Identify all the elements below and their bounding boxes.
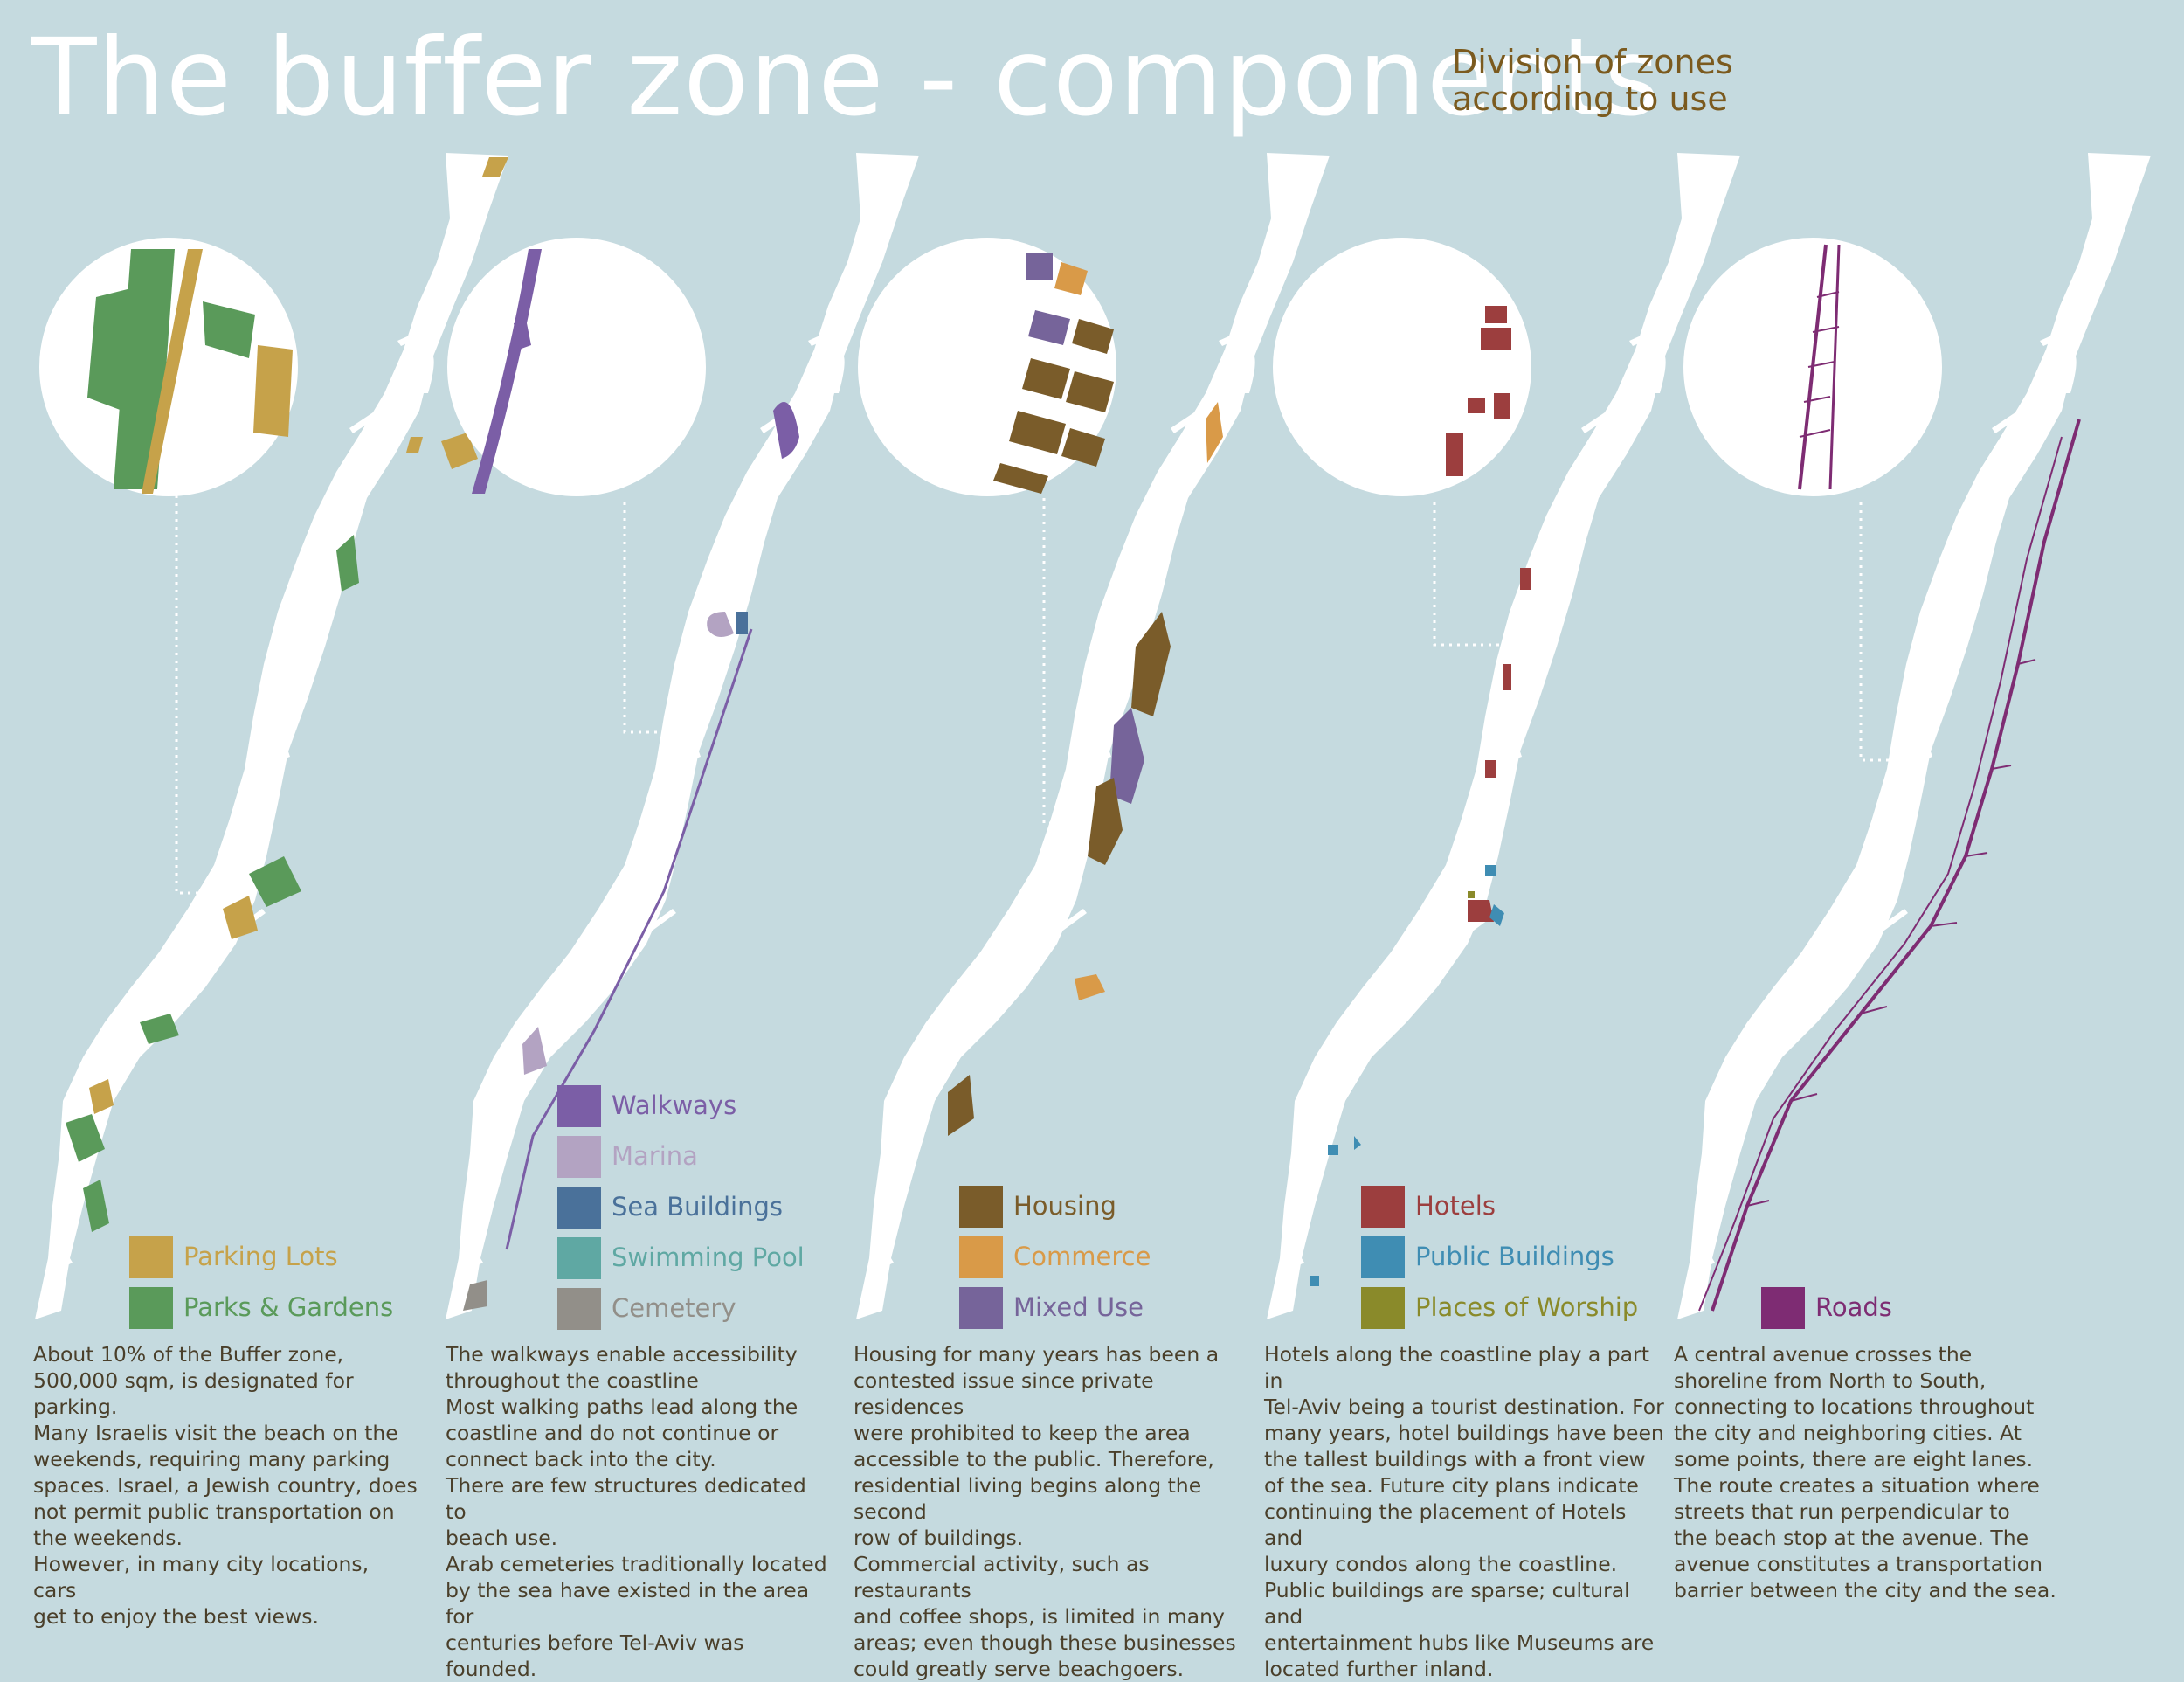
- description-line: coastline and do not continue or: [446, 1421, 779, 1445]
- description-line: Public buildings are sparse; cultural an…: [1264, 1578, 1630, 1629]
- public-buildings-swatch: [1361, 1236, 1405, 1278]
- description-panel-4: Hotels along the coastline play a part i…: [1264, 1341, 1666, 1682]
- subtitle-line-1: Division of zones: [1452, 43, 1733, 81]
- legend-label: Hotels: [1415, 1191, 1496, 1221]
- description-line: of the sea. Future city plans indicate: [1264, 1473, 1639, 1498]
- description-line: Hotels along the coastline play a part i…: [1264, 1342, 1649, 1393]
- description-line: spaces. Israel, a Jewish country, does: [33, 1473, 418, 1498]
- description-line: some points, there are eight lanes.: [1674, 1447, 2034, 1471]
- walkways-swatch: [557, 1085, 601, 1127]
- description-panel-3: Housing for many years has been a contes…: [854, 1341, 1255, 1682]
- description-line: Most walking paths lead along the: [446, 1395, 798, 1419]
- description-line: A central avenue crosses the: [1674, 1342, 1973, 1367]
- description-line: throughout the coastline: [446, 1368, 699, 1393]
- legend-label: Swimming Pool: [612, 1242, 805, 1272]
- description-line: contested issue since private residences: [854, 1368, 1154, 1419]
- sea-buildings-swatch: [557, 1187, 601, 1229]
- zoom-circle: [1273, 238, 1531, 496]
- map-panel-hotels: [1267, 153, 1740, 1319]
- description-line: the city and neighboring cities. At: [1674, 1421, 2022, 1445]
- parks-gardens-swatch: [129, 1287, 173, 1329]
- legend-label: Cemetery: [612, 1293, 736, 1323]
- description-line: connecting to locations throughout: [1674, 1395, 2035, 1419]
- description-line: not permit public transportation on: [33, 1499, 395, 1524]
- description-panel-2: The walkways enable accessibility throug…: [446, 1341, 830, 1682]
- roads-swatch: [1761, 1287, 1805, 1329]
- description-line: and coffee shops, is limited in many: [854, 1604, 1225, 1629]
- legend-label: Housing: [1013, 1191, 1116, 1221]
- legend-label: Marina: [612, 1141, 698, 1171]
- legend-label: Commerce: [1013, 1242, 1151, 1271]
- description-line: avenue constitutes a transportation: [1674, 1552, 2043, 1576]
- places-of-worship-swatch: [1361, 1287, 1405, 1329]
- description-line: the beach stop at the avenue. The: [1674, 1526, 2029, 1550]
- description-line: luxury condos along the coastline.: [1264, 1552, 1618, 1576]
- legend-label: Public Buildings: [1415, 1242, 1614, 1271]
- map-panel-housing: [856, 153, 1330, 1319]
- mixed-use-swatch: [959, 1287, 1003, 1329]
- legend-label: Places of Worship: [1415, 1292, 1639, 1322]
- page-subtitle: Division of zones according to use: [1452, 44, 1733, 117]
- description-panel-5: A central avenue crosses the shoreline f…: [1674, 1341, 2076, 1603]
- description-line: areas; even though these businesses: [854, 1630, 1236, 1655]
- description-line: Tel-Aviv being a tourist destination. Fo…: [1264, 1395, 1664, 1419]
- legend-label: Walkways: [612, 1090, 737, 1120]
- description-line: centuries before Tel-Aviv was founded.: [446, 1630, 744, 1681]
- description-line: Arab cemeteries traditionally located: [446, 1552, 827, 1576]
- description-line: by the sea have existed in the area for: [446, 1578, 810, 1629]
- description-line: connect back into the city.: [446, 1447, 716, 1471]
- description-line: weekends, requiring many parking: [33, 1447, 390, 1471]
- description-line: located further inland.: [1264, 1657, 1494, 1681]
- description-line: accessible to the public. Therefore,: [854, 1447, 1214, 1471]
- description-line: get to enjoy the best views.: [33, 1604, 319, 1629]
- description-line: Commercial activity, such as restaurants: [854, 1552, 1150, 1602]
- description-line: Housing for many years has been a: [854, 1342, 1220, 1367]
- swimming-pool-swatch: [557, 1237, 601, 1279]
- description-line: streets that run perpendicular to: [1674, 1499, 2010, 1524]
- description-line: were prohibited to keep the area: [854, 1421, 1191, 1445]
- description-line: the weekends.: [33, 1526, 183, 1550]
- zoom-circle: [447, 238, 706, 496]
- hotels-swatch: [1361, 1186, 1405, 1228]
- map-panel-walkways: [446, 153, 919, 1319]
- legend-label: Parks & Gardens: [183, 1292, 394, 1322]
- page-title: The buffer zone - components: [31, 16, 1661, 140]
- legend-label: Sea Buildings: [612, 1192, 783, 1222]
- legend-label: Mixed Use: [1013, 1292, 1144, 1322]
- parking-lots-swatch: [129, 1236, 173, 1278]
- legend-label: Parking Lots: [183, 1242, 338, 1271]
- description-line: shoreline from North to South,: [1674, 1368, 1987, 1393]
- description-line: However, in many city locations, cars: [33, 1552, 370, 1602]
- description-line: parking.: [33, 1395, 118, 1419]
- description-line: many years, hotel buildings have been: [1264, 1421, 1664, 1445]
- coastline-maps: [35, 153, 2151, 1319]
- cemetery-swatch: [557, 1288, 601, 1330]
- description-line: The route creates a situation where: [1674, 1473, 2040, 1498]
- map-panel-parking: [35, 153, 508, 1319]
- description-line: barrier between the city and the sea.: [1674, 1578, 2056, 1602]
- description-line: About 10% of the Buffer zone,: [33, 1342, 344, 1367]
- description-line: 500,000 sqm, is designated for: [33, 1368, 354, 1393]
- map-panel-roads: [1677, 153, 2151, 1319]
- description-line: There are few structures dedicated to: [446, 1473, 806, 1524]
- description-panel-1: About 10% of the Buffer zone, 500,000 sq…: [33, 1341, 418, 1630]
- marina-swatch: [557, 1136, 601, 1178]
- description-line: continuing the placement of Hotels and: [1264, 1499, 1627, 1550]
- description-line: entertainment hubs like Museums are: [1264, 1630, 1655, 1655]
- legend-label: Roads: [1815, 1292, 1892, 1322]
- housing-swatch: [959, 1186, 1003, 1228]
- subtitle-line-2: according to use: [1452, 80, 1728, 118]
- description-line: row of buildings.: [854, 1526, 1024, 1550]
- description-line: residential living begins along the seco…: [854, 1473, 1202, 1524]
- description-line: the tallest buildings with a front view: [1264, 1447, 1646, 1471]
- description-line: The walkways enable accessibility: [446, 1342, 798, 1367]
- commerce-swatch: [959, 1236, 1003, 1278]
- description-line: could greatly serve beachgoers.: [854, 1657, 1185, 1681]
- description-line: Many Israelis visit the beach on the: [33, 1421, 398, 1445]
- description-line: beach use.: [446, 1526, 558, 1550]
